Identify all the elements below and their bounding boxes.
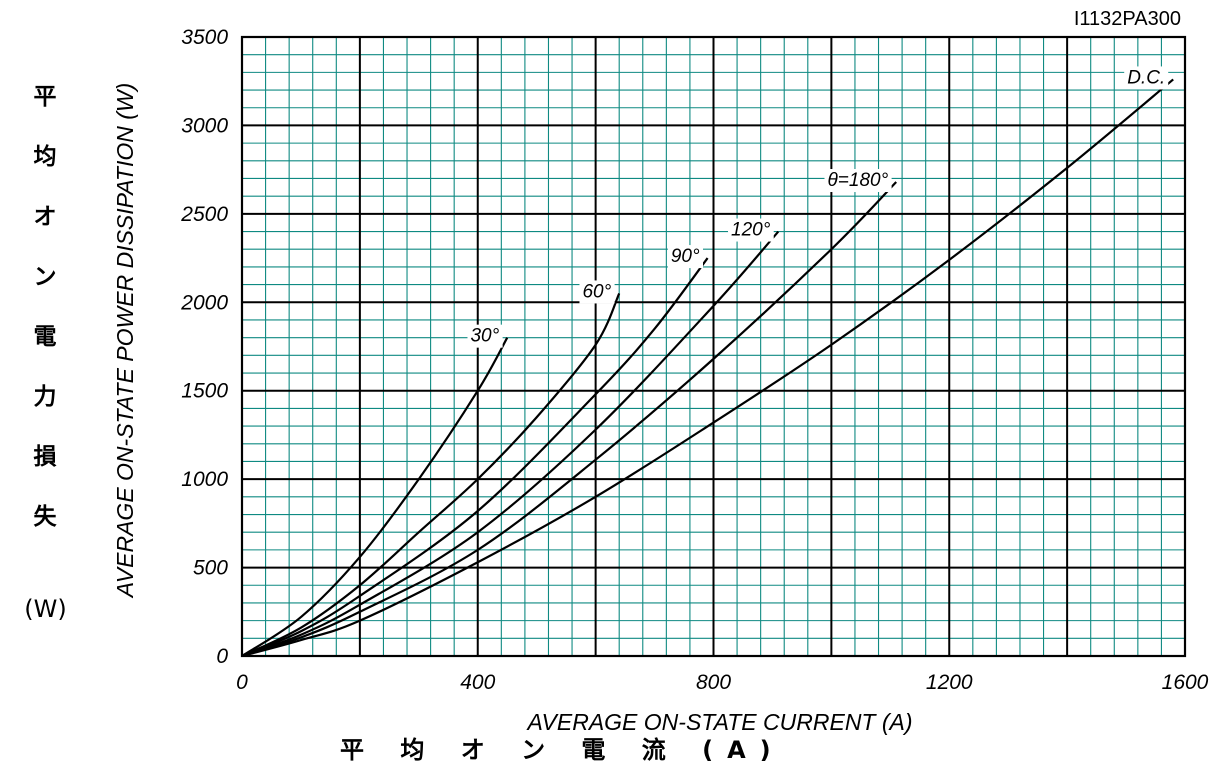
series-line bbox=[241, 292, 621, 657]
y-tick-label: 500 bbox=[193, 557, 228, 580]
series-line bbox=[241, 230, 780, 658]
series-label: 60° bbox=[582, 281, 611, 302]
x-tick-label: 1600 bbox=[1162, 671, 1209, 694]
series-label-background bbox=[667, 245, 704, 269]
jp-y-label-char: 失 bbox=[33, 504, 57, 530]
tick-labels: 0 400 800 1200 1600 0 500 1000 1500 2000 2500 3000 3… bbox=[180, 26, 1208, 694]
y-tick-label: 1000 bbox=[181, 468, 228, 491]
jp-y-label-char: 力 bbox=[33, 384, 57, 410]
document-code: I1132PA300 bbox=[1073, 8, 1181, 30]
series-line bbox=[241, 181, 897, 658]
jp-y-unit: (W) bbox=[24, 595, 67, 623]
plot-frame bbox=[240, 35, 1187, 658]
y-tick-label: 3000 bbox=[181, 114, 228, 137]
series-label: θ=180° bbox=[828, 170, 889, 191]
series-line bbox=[241, 257, 709, 658]
series-line bbox=[241, 337, 509, 657]
x-axis-label: AVERAGE ON-STATE CURRENT (A) bbox=[525, 709, 912, 735]
series-label-background bbox=[467, 324, 503, 348]
y-axis-label: AVERAGE ON-STATE POWER DISSIPATION (W) bbox=[112, 83, 138, 600]
series-label-background bbox=[728, 218, 774, 242]
series-label: 30° bbox=[470, 326, 499, 347]
y-tick-label: 0 bbox=[216, 645, 228, 668]
major-grid bbox=[240, 35, 1187, 658]
x-tick-label: 1200 bbox=[926, 671, 973, 694]
jp-y-label-char: 平 bbox=[33, 84, 57, 110]
jp-y-label-char: 損 bbox=[33, 444, 57, 470]
series-label-background bbox=[824, 169, 892, 193]
y-tick-label: 2000 bbox=[180, 291, 228, 314]
series-line bbox=[241, 78, 1174, 658]
series-label: D.C. bbox=[1127, 67, 1165, 88]
series-label-background bbox=[1124, 66, 1169, 90]
jp-y-label-char: 電 bbox=[33, 324, 57, 350]
jp-y-label-char: 均 bbox=[33, 144, 57, 170]
series-label: 120° bbox=[731, 220, 771, 241]
series-label-background bbox=[579, 280, 615, 304]
x-tick-label: 0 bbox=[236, 671, 248, 694]
series-labels: 30° 60° 90° 120° θ=180° D.C. bbox=[467, 66, 1169, 348]
y-tick-label: 3500 bbox=[181, 26, 228, 49]
jp-y-label-char: オ bbox=[33, 204, 57, 230]
y-tick-label: 2500 bbox=[180, 203, 228, 226]
series-label: 90° bbox=[671, 246, 700, 267]
x-tick-label: 400 bbox=[460, 671, 495, 694]
jp-x-label: 平 均 オ ン 電 流 (A) bbox=[340, 736, 785, 764]
y-tick-label: 1500 bbox=[181, 380, 228, 403]
curves bbox=[241, 78, 1174, 658]
x-tick-label: 800 bbox=[696, 671, 731, 694]
jp-y-label-char: ン bbox=[33, 264, 57, 290]
